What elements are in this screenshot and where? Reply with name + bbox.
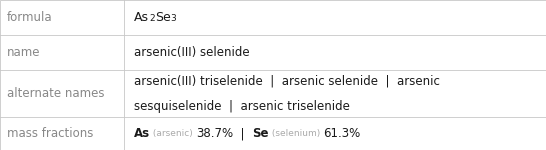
Text: 38.7%: 38.7% xyxy=(196,127,233,140)
Text: As: As xyxy=(134,11,149,24)
Text: sesquiselenide  |  arsenic triselenide: sesquiselenide | arsenic triselenide xyxy=(134,100,350,113)
Text: Se: Se xyxy=(252,127,269,140)
Text: arsenic(III) selenide: arsenic(III) selenide xyxy=(134,46,250,59)
Text: 2: 2 xyxy=(149,14,155,23)
Text: Se: Se xyxy=(155,11,171,24)
Text: |: | xyxy=(233,127,252,140)
Text: As: As xyxy=(134,127,151,140)
Text: name: name xyxy=(7,46,40,59)
Text: alternate names: alternate names xyxy=(7,87,104,100)
Text: 3: 3 xyxy=(171,14,176,23)
Text: mass fractions: mass fractions xyxy=(7,127,93,140)
Text: (selenium): (selenium) xyxy=(269,129,323,138)
Text: 61.3%: 61.3% xyxy=(323,127,360,140)
Text: arsenic(III) triselenide  |  arsenic selenide  |  arsenic: arsenic(III) triselenide | arsenic selen… xyxy=(134,74,440,87)
Text: formula: formula xyxy=(7,11,52,24)
Text: (arsenic): (arsenic) xyxy=(151,129,196,138)
